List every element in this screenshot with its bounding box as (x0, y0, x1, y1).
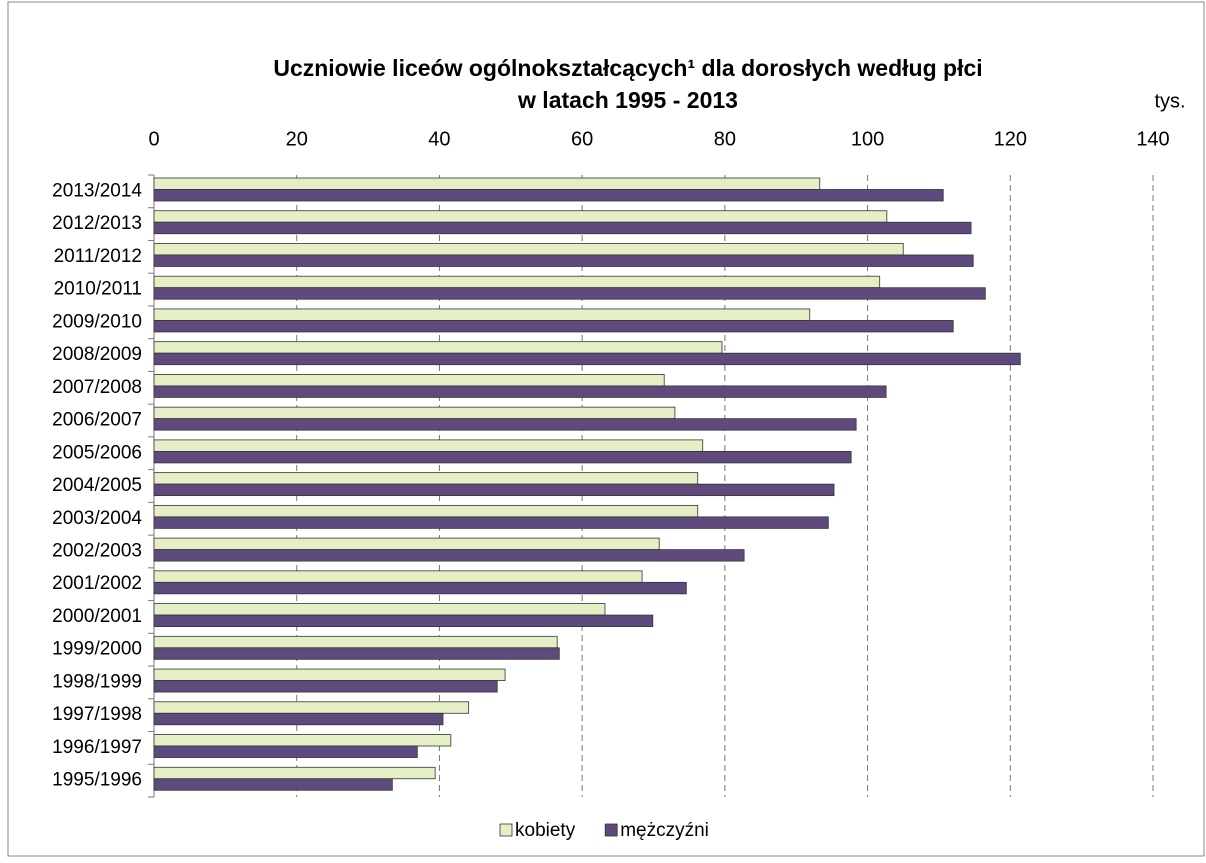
bar (153, 287, 986, 300)
x-tick-label: 20 (286, 128, 308, 150)
bar (153, 385, 887, 398)
bar (153, 341, 723, 354)
legend-swatch (604, 823, 618, 837)
bar (153, 745, 418, 758)
y-tick-label: 1999/2000 (52, 639, 142, 660)
legend-label: kobiety (515, 820, 576, 841)
y-tick-label: 2004/2005 (52, 475, 142, 496)
bar (153, 243, 904, 256)
bar (153, 766, 436, 780)
bar (153, 352, 1021, 366)
bar (153, 668, 506, 681)
bar (153, 734, 452, 747)
bar (153, 537, 660, 551)
chart-title: Uczniowie liceów ogólnokształcących¹ dla… (273, 55, 982, 81)
legend-label: mężczyźni (620, 820, 709, 841)
chart-subtitle: w latach 1995 - 2013 (517, 87, 738, 113)
bar (153, 418, 857, 431)
bar (153, 603, 606, 616)
y-tick-label: 2012/2013 (52, 213, 142, 234)
bar (153, 254, 974, 267)
y-tick-label: 1998/1999 (52, 671, 142, 692)
axis-unit: tys. (1154, 90, 1185, 112)
y-tick-label: 2005/2006 (52, 442, 142, 463)
y-tick-label: 2013/2014 (52, 180, 142, 201)
y-tick-label: 1995/1996 (52, 770, 142, 791)
bar (153, 406, 676, 420)
bar (153, 504, 699, 518)
legend-swatch (499, 823, 513, 837)
y-tick-label: 2007/2008 (52, 377, 142, 398)
bar (153, 614, 654, 627)
y-tick-label: 2010/2011 (54, 279, 142, 300)
y-tick-label: 2011/2012 (54, 246, 142, 267)
x-tick-label: 120 (994, 128, 1027, 150)
bar (153, 275, 881, 289)
bar (153, 374, 665, 387)
y-tick-label: 2003/2004 (52, 508, 142, 529)
y-tick-label: 2008/2009 (52, 344, 142, 365)
bar (153, 701, 470, 714)
x-tick-label: 40 (428, 128, 450, 150)
bar (153, 177, 821, 190)
bar (153, 549, 745, 562)
bar (153, 680, 498, 693)
x-tick-label: 140 (1136, 128, 1169, 150)
bar (153, 516, 829, 529)
bar (153, 712, 444, 726)
bar (153, 308, 811, 321)
bar (153, 483, 835, 497)
y-tick-label: 2006/2007 (52, 410, 142, 431)
bar (153, 450, 852, 464)
bar (153, 189, 944, 202)
bar (153, 647, 560, 660)
bar (153, 570, 643, 583)
y-tick-label: 2002/2003 (52, 540, 142, 561)
bar (153, 320, 954, 333)
y-tick-label: 2001/2002 (52, 573, 142, 594)
bar (153, 472, 699, 485)
bar (153, 778, 393, 791)
bar (153, 635, 558, 649)
x-tick-label: 0 (148, 128, 159, 150)
bar (153, 221, 972, 235)
bar (153, 581, 687, 595)
x-tick-label: 60 (571, 128, 593, 150)
x-tick-label: 80 (714, 128, 736, 150)
x-tick-label: 100 (851, 128, 884, 150)
y-tick-label: 1997/1998 (52, 704, 142, 725)
bar (153, 439, 704, 452)
y-tick-label: 2009/2010 (52, 311, 142, 332)
y-tick-label: 1996/1997 (52, 737, 142, 758)
y-tick-label: 2000/2001 (52, 606, 142, 627)
bar (153, 210, 888, 223)
